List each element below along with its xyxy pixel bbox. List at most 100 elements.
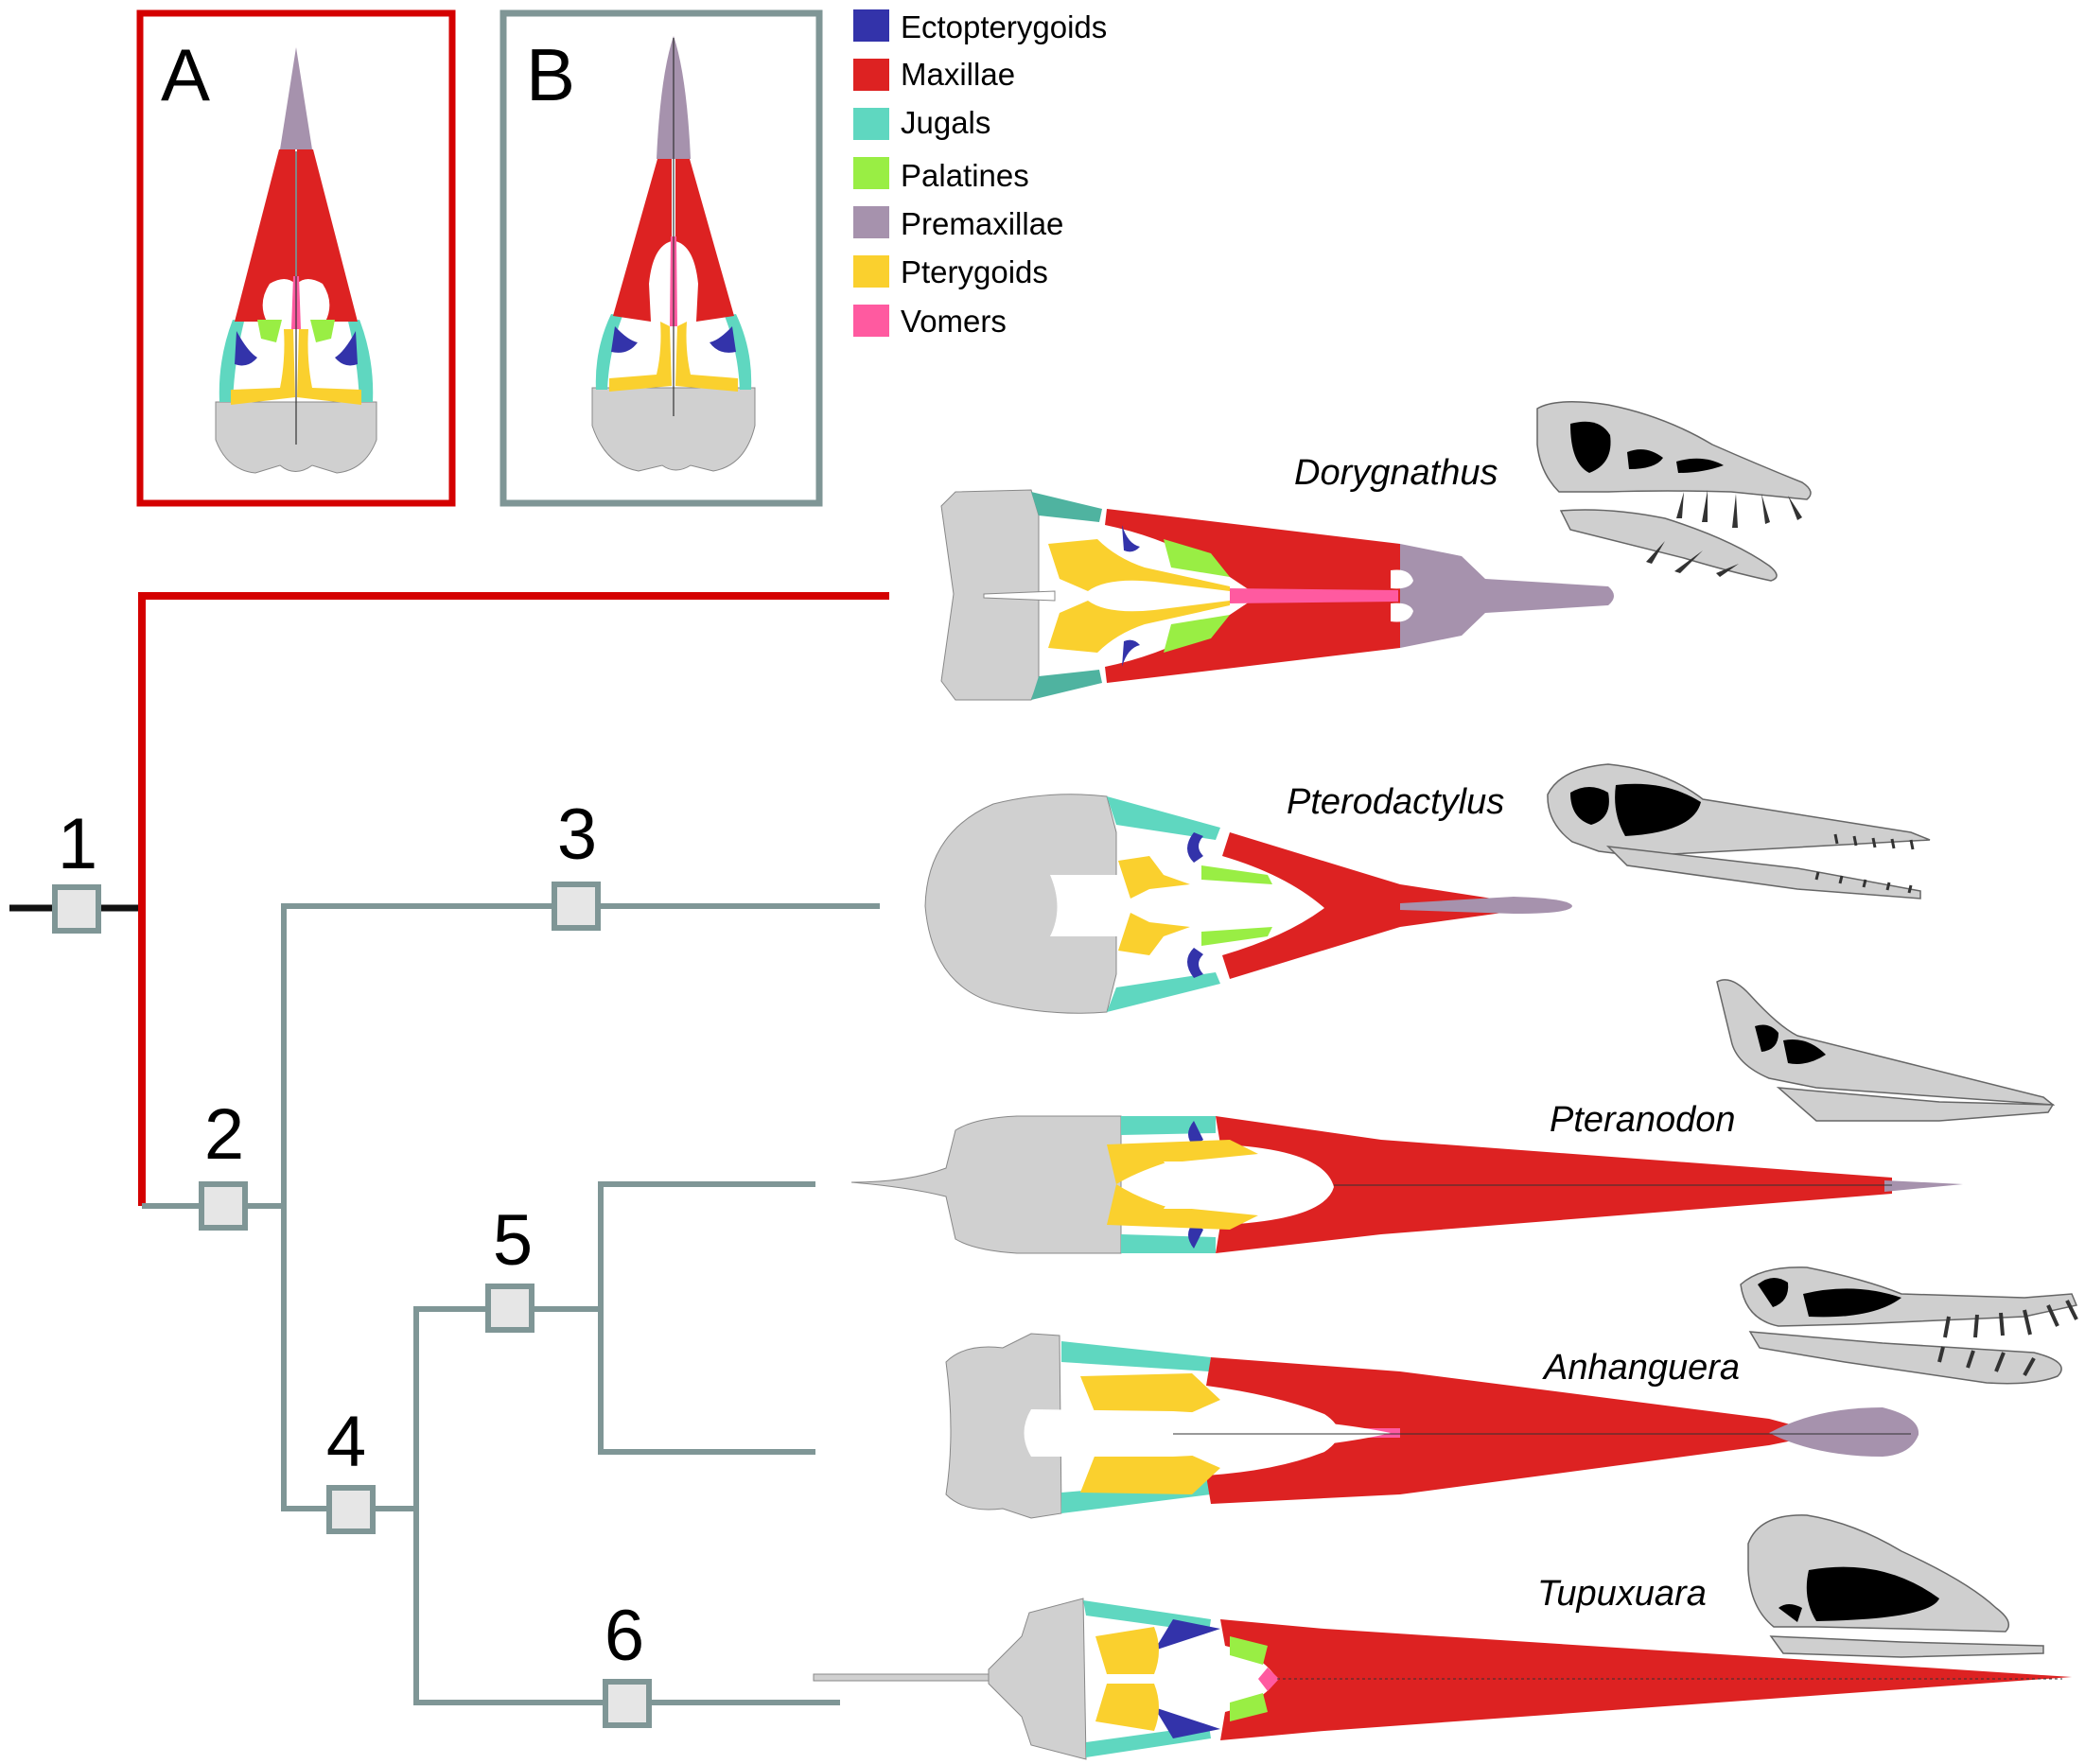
node-2: 2: [199, 1094, 248, 1231]
tupuxuara-rostral-spine: [813, 1673, 990, 1682]
tupuxuara-mandible-profile: [1769, 1635, 2044, 1658]
anhanguera-lateral-skull: [1740, 1266, 2078, 1385]
dorygnathus-cranium-profile: [1536, 401, 1812, 500]
legend-swatch-maxillae: [853, 59, 889, 91]
branch-clade-2: [142, 903, 880, 1705]
panel-b-left-ectopterygoid: [611, 326, 638, 353]
pteranodon-ectopterygoids: [1188, 1121, 1203, 1249]
tupuxuara-braincase: [988, 1598, 1087, 1760]
pterodactylus-mandible-profile: [1605, 846, 1921, 899]
panel-a-letter: A: [161, 33, 210, 116]
pterodactylus-ectopterygoids: [1187, 832, 1203, 978]
tupuxuara-pterygoids: [1095, 1627, 1159, 1731]
panel-b-braincase: [591, 387, 756, 472]
dorygnathus-jugals: [1031, 492, 1102, 700]
dorygnathus-pterygoids: [1048, 539, 1230, 653]
legend-item-palatines: Palatines: [853, 157, 1029, 193]
legend-swatch-ectopterygoids: [853, 9, 889, 42]
pterodactylus-premaxillae: [1400, 897, 1572, 914]
panel-a-left-palatine: [257, 320, 282, 342]
anhanguera-orbit: [1758, 1277, 1789, 1307]
node-2-label: 2: [204, 1094, 244, 1175]
node-6: 6: [603, 1596, 652, 1728]
taxon-dorygnathus: Dorygnathus: [940, 401, 1812, 701]
anhanguera-premaxillae: [1769, 1407, 1919, 1457]
dorygnathus-palatines: [1164, 539, 1230, 653]
legend-item-maxillae: Maxillae: [853, 57, 1015, 92]
legend-item-premaxillae: Premaxillae: [853, 206, 1063, 241]
panel-b-right-maxilla: [675, 159, 734, 322]
dorygnathus-maxillae: [1105, 509, 1400, 683]
legend-label-ectopterygoids: Ectopterygoids: [901, 9, 1107, 44]
legend-item-vomers: Vomers: [853, 304, 1007, 339]
pterodactylus-lateral-skull: [1547, 763, 1931, 899]
panel-b-pterygoids: [609, 322, 738, 392]
node-4-label: 4: [326, 1402, 366, 1482]
cladogram: 1 2 3 4 5 6: [9, 592, 889, 1728]
pteranodon-palate: [850, 1115, 1963, 1254]
taxon-label-tupuxuara: Tupuxuara: [1537, 1574, 1707, 1614]
panel-a-left-ectopterygoid: [235, 331, 257, 366]
node-6-box: [603, 1679, 652, 1728]
legend-swatch-pterygoids: [853, 255, 889, 288]
legend-label-premaxillae: Premaxillae: [901, 206, 1063, 241]
pterodactylus-braincase: [924, 794, 1117, 1014]
pteranodon-palatal-vacuity: [1164, 1161, 1310, 1209]
legend-item-jugals: Jugals: [853, 105, 990, 140]
dorygnathus-mandible-profile: [1559, 509, 1778, 582]
tupuxuara-jugals: [1083, 1600, 1211, 1757]
panel-b-letter: B: [526, 33, 575, 116]
panel-b-frame: [499, 9, 823, 507]
tupuxuara-palatines: [1230, 1636, 1268, 1721]
pteranodon-lateral-skull: [1716, 979, 2056, 1122]
node-1-label: 1: [58, 804, 97, 884]
pterodactylus-maxillae: [1222, 832, 1523, 979]
legend-label-palatines: Palatines: [901, 158, 1029, 193]
pteranodon-braincase: [850, 1115, 1122, 1254]
panel-a-right-maxilla: [297, 149, 358, 322]
legend-swatch-vomers: [853, 305, 889, 337]
panel-a-frame: [136, 9, 456, 507]
tupuxuara-vomers: [1258, 1668, 1279, 1691]
panel-b-right-ectopterygoid: [710, 326, 736, 353]
legend-swatch-jugals: [853, 108, 889, 140]
panel-b: B: [499, 9, 823, 507]
anhanguera-braincase: [945, 1333, 1062, 1519]
tupuxuara-orbit: [1778, 1604, 1802, 1622]
taxon-label-pteranodon: Pteranodon: [1550, 1100, 1736, 1140]
dorygnathus-lateral-skull: [1536, 401, 1812, 582]
bone-legend: Ectopterygoids Maxillae Jugals Palatines…: [853, 9, 1107, 339]
pterodactylus-palate: [924, 794, 1572, 1014]
pteranodon-premaxillae: [1884, 1180, 1963, 1192]
dorygnathus-premaxillae: [1400, 544, 1614, 648]
anhanguera-antorbital-fenestra: [1803, 1288, 1901, 1318]
dorygnathus-palate: [940, 489, 1614, 701]
pterodactylus-pterygoids: [1118, 856, 1190, 955]
legend-swatch-premaxillae: [853, 206, 889, 238]
panel-a-right-palatine: [310, 320, 335, 342]
taxon-tupuxuara: Tupuxuara: [813, 1514, 2072, 1760]
panel-a-left-maxilla: [235, 149, 295, 322]
taxon-label-anhanguera: Anhanguera: [1542, 1348, 1740, 1388]
anhanguera-palate: [945, 1333, 1919, 1519]
node-3-label: 3: [557, 795, 597, 875]
pteranodon-pterygoids: [1107, 1140, 1258, 1230]
node-4: 4: [326, 1402, 376, 1534]
pteranodon-antorbital-fenestra: [1783, 1039, 1826, 1064]
pterodactylus-palatines: [1201, 865, 1272, 946]
panel-b-palate: [591, 36, 756, 472]
legend-item-pterygoids: Pterygoids: [853, 254, 1048, 289]
legend-label-maxillae: Maxillae: [901, 57, 1015, 92]
panel-a-palate: [215, 47, 377, 474]
tupuxuara-antorbital-fenestra: [1806, 1566, 1939, 1621]
anhanguera-teeth: [1937, 1300, 2078, 1376]
taxon-label-pterodactylus: Pterodactylus: [1287, 782, 1504, 822]
tupuxuara-ectopterygoids: [1154, 1619, 1220, 1738]
tupuxuara-palate: [813, 1598, 2072, 1760]
node-5: 5: [485, 1200, 534, 1333]
anhanguera-jugals: [1061, 1341, 1211, 1513]
pterodactylus-antorbital-fenestra: [1615, 783, 1701, 836]
pteranodon-orbit: [1755, 1024, 1778, 1052]
dorygnathus-choanae: [1391, 569, 1413, 622]
